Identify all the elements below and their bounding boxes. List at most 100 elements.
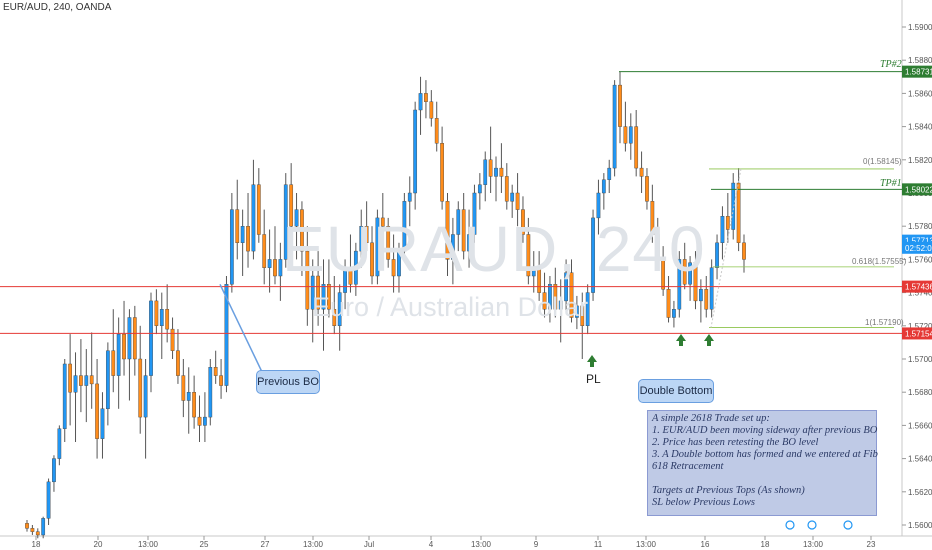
candle-body [203,416,207,426]
candle-body [57,428,62,459]
price-level-tag [902,183,932,196]
candle-body [122,333,126,360]
candle-body [127,317,132,360]
candle-body [89,375,94,385]
candle-body [699,289,703,302]
up-arrow-icon [704,334,714,346]
candle-body [682,259,687,285]
candle-body [192,392,196,418]
price-tag-label: 02:52:05 [905,244,932,253]
candle-body [300,209,304,252]
candle-body [251,184,256,252]
candle-body [521,209,525,235]
note-line: A simple 2618 Trade set up: [652,413,770,424]
candle-body [294,209,299,227]
candle-body [143,375,148,418]
candle-body [542,292,547,310]
fib-level-1: 1(1.57190) [865,318,904,327]
trade-setup-note[interactable]: A simple 2618 Trade set up: 1. EUR/AUD b… [647,410,878,516]
candle-body [305,250,310,310]
candle-body [413,109,418,194]
candle-body [548,284,552,310]
candle-body [35,531,40,536]
up-arrow-icon [676,334,686,346]
candle-body [219,375,223,386]
candle-body [666,289,671,318]
y-tick-label: 1.57200 [908,322,932,331]
note-line: 3. A Double bottom has formed and we ent… [652,449,878,460]
price-level-label: 1.58022 [905,185,932,194]
candle-body [456,209,461,235]
candle-body [424,93,428,102]
y-tick-label: 1.56600 [908,421,932,430]
x-tick-label: 13:00 [803,540,824,549]
candle-body [650,201,655,235]
candle-body [370,242,374,277]
candle-body [451,234,455,260]
candle-body [332,309,337,327]
candle-body [375,217,380,277]
watermark-description: Euro / Australian Dollar [312,292,589,322]
candle-body [591,217,595,293]
y-tick-label: 1.57600 [908,255,932,264]
candle-body [116,333,121,376]
candle-body [289,184,294,227]
candle-body [310,275,315,310]
candle-body [445,201,450,260]
x-tick-label: 27 [261,540,270,549]
candle-body [558,300,563,310]
x-tick-label: 16 [701,540,710,549]
candle-body [105,350,110,410]
candle-body [353,250,358,285]
candle-body [483,159,488,185]
candle-body [154,300,159,326]
candle-body [240,225,245,243]
x-tick-label: 23 [867,540,876,549]
candle-body [526,234,531,277]
candle-body [601,179,606,194]
candle-body [580,305,585,327]
candle-body [256,184,261,235]
candle-body [73,375,78,393]
double-bottom-callout[interactable]: Double Bottom [638,379,714,403]
y-tick-label: 1.59000 [908,23,932,32]
note-line: 2. Price has been retesting the BO level [652,437,819,448]
candle-body [494,167,498,177]
previous-bo-callout[interactable]: Previous BO [256,370,320,394]
price-axis [902,0,932,550]
candle-body [639,167,644,177]
candle-body [607,167,612,180]
candle-body [672,309,676,318]
candle-body [159,309,164,327]
fib-trendline [710,168,742,328]
candle-body [677,259,682,310]
candle-body [693,262,698,302]
candle-body [477,184,482,194]
candle-body [429,101,434,119]
candle-body [343,267,347,293]
note-line [652,473,872,485]
candle-body [742,242,746,260]
candle-body [585,292,590,327]
note-line: 1. EUR/AUD been moving sideway after pre… [652,425,878,436]
candle-body [316,275,320,310]
candle-body [655,234,660,260]
candle-body [359,225,364,252]
candle-body [46,481,51,519]
candle-body [95,383,99,439]
candle-body [165,309,170,330]
candle-body [235,209,240,244]
candle-body [418,93,423,111]
candle-body [725,216,730,230]
candle-body [132,317,137,360]
candle-body [380,217,385,227]
price-level-tag [902,327,932,340]
event-flag-icon [785,520,795,530]
candle-body [537,267,542,293]
x-tick-label: 11 [594,540,603,549]
candle-body [278,259,283,277]
candle-body [348,267,353,285]
x-tick-label: 20 [94,540,103,549]
candle-body [213,367,218,376]
